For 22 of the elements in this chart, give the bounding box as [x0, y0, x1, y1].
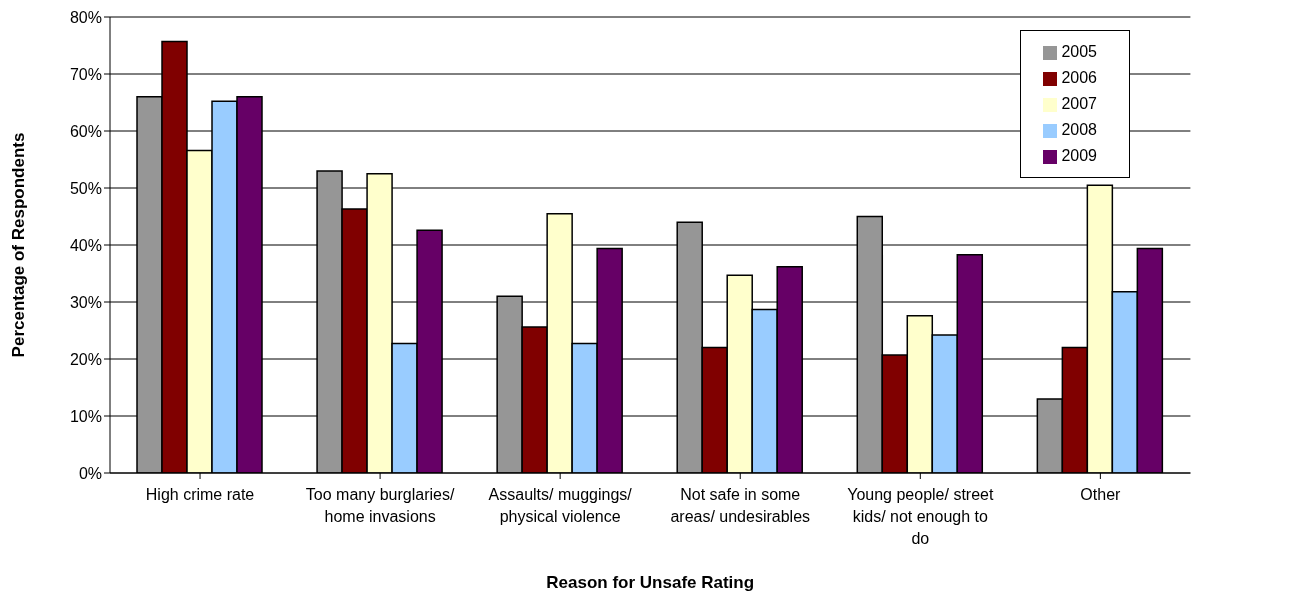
x-tick-label: Assaults/ muggings/ physical violence: [488, 486, 633, 526]
y-axis-title: Percentage of Respondents: [9, 132, 29, 358]
x-tick-label: Not safe in some areas/ undesirables: [670, 486, 811, 526]
legend-label: 2008: [1061, 121, 1097, 138]
legend-label: 2005: [1061, 43, 1097, 60]
y-tick-label: 50%: [69, 179, 102, 197]
y-tick-label: 0%: [78, 464, 102, 482]
y-tick-label: 20%: [69, 350, 102, 368]
legend-label: 2007: [1061, 95, 1097, 112]
y-tick-label: 30%: [69, 293, 102, 311]
x-tick-label: Young people/ street kids/ not enough to do: [847, 486, 994, 548]
x-tick-label: High crime rate: [145, 486, 255, 504]
x-tick-label: Too many burglaries/ home invasions: [305, 486, 455, 526]
y-tick-label: 40%: [69, 236, 102, 254]
y-tick-label: 70%: [69, 65, 102, 83]
y-tick-label: 80%: [69, 8, 102, 26]
legend-label: 2006: [1061, 69, 1097, 86]
x-tick-label: Other: [1080, 486, 1122, 504]
legend-label: 2009: [1061, 147, 1097, 164]
y-tick-label: 10%: [69, 407, 102, 425]
y-tick-label: 60%: [69, 122, 102, 140]
x-axis-title: Reason for Unsafe Rating: [546, 573, 755, 592]
